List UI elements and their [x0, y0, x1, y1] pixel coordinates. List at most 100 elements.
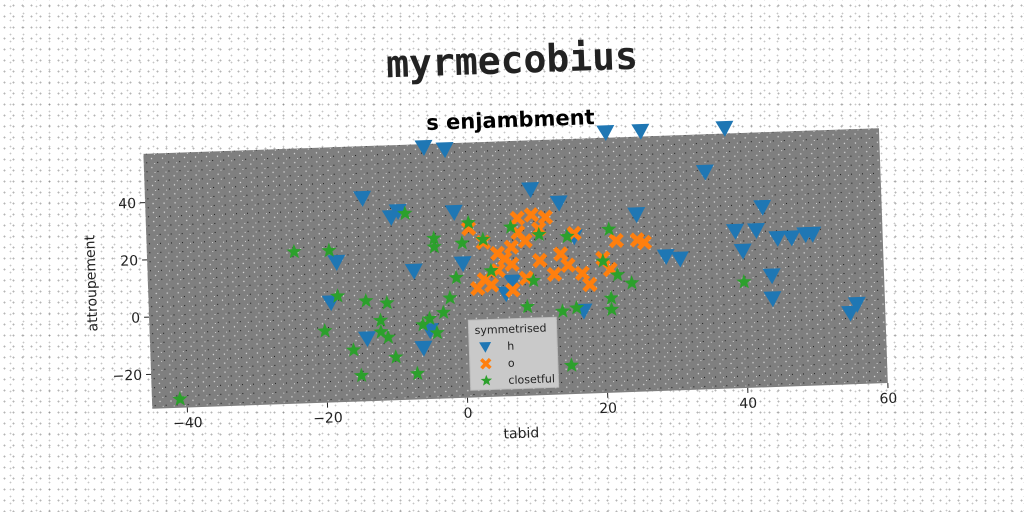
data-point-closetful — [286, 243, 302, 259]
data-point-h — [715, 120, 734, 137]
data-point-h — [746, 222, 765, 239]
data-point-h — [695, 164, 714, 181]
data-point-closetful — [483, 262, 499, 278]
data-point-closetful — [595, 253, 611, 268]
data-point-closetful — [435, 304, 452, 320]
data-point-closetful — [330, 288, 346, 303]
data-point-closetful — [442, 290, 458, 305]
y-tick-label: 20 — [120, 253, 138, 270]
data-point-h — [753, 199, 772, 216]
data-point-closetful — [380, 329, 396, 345]
y-tick-label: 0 — [131, 310, 140, 326]
data-point-h — [414, 139, 433, 156]
data-point-h — [631, 123, 650, 140]
legend: symmetrised ho closetful — [467, 316, 560, 391]
data-point-closetful — [563, 357, 580, 373]
data-point-closetful — [358, 292, 374, 308]
data-point-closetful — [409, 365, 426, 381]
data-point-closetful — [421, 310, 438, 326]
data-point-h — [521, 182, 540, 199]
data-point-o — [504, 256, 520, 273]
data-point-closetful — [603, 290, 619, 305]
data-point-h — [435, 142, 454, 159]
data-point-closetful — [379, 295, 395, 310]
data-point-h — [670, 251, 689, 268]
data-point-closetful — [454, 235, 470, 250]
data-point-h — [327, 254, 346, 271]
legend-label-h: h — [507, 340, 514, 353]
data-point-h — [803, 226, 822, 243]
x-tick-label: −40 — [173, 415, 203, 432]
data-point-closetful — [609, 266, 626, 282]
data-point-closetful — [624, 275, 640, 290]
x-axis-label: tabid — [503, 425, 539, 442]
legend-marker-h — [479, 342, 492, 353]
data-point-o — [574, 265, 591, 282]
series-closetful — [172, 205, 752, 406]
data-point-h — [782, 230, 801, 247]
x-tick-label: −20 — [313, 410, 343, 427]
chart-title: s enjambment — [426, 105, 595, 135]
data-point-h — [763, 291, 782, 308]
data-point-closetful — [372, 312, 389, 328]
data-point-closetful — [531, 226, 547, 242]
data-point-o — [582, 276, 598, 293]
data-point-h — [388, 203, 407, 220]
data-point-closetful — [426, 230, 442, 245]
data-point-closetful — [502, 219, 519, 234]
data-point-closetful — [559, 228, 575, 244]
data-point-closetful — [397, 205, 413, 221]
data-point-o — [460, 220, 477, 237]
data-point-o — [532, 252, 548, 269]
y-tick-label: −20 — [112, 368, 142, 385]
y-axis-label: attroupement — [82, 234, 101, 332]
data-point-o — [636, 234, 653, 251]
data-point-o — [517, 233, 533, 249]
legend-title: symmetrised — [474, 322, 546, 337]
legend-box — [467, 316, 560, 391]
data-point-closetful — [345, 342, 362, 357]
data-point-o — [523, 207, 540, 223]
data-point-h — [414, 340, 433, 357]
data-point-closetful — [475, 231, 491, 247]
data-point-h — [841, 305, 860, 322]
series-h — [321, 120, 866, 357]
legend-marker-closetful — [480, 374, 493, 386]
legend-marker-o — [480, 357, 492, 370]
data-point-o — [537, 209, 554, 226]
data-point-h — [353, 190, 372, 207]
data-point-closetful — [568, 299, 585, 315]
data-point-o — [503, 239, 520, 255]
data-point-o — [518, 270, 535, 286]
data-point-h — [444, 204, 463, 221]
data-point-h — [358, 331, 376, 348]
data-point-h — [503, 274, 522, 291]
data-point-o — [489, 245, 506, 262]
data-point-closetful — [353, 367, 370, 383]
data-point-closetful — [172, 391, 188, 406]
x-tick-label: 60 — [879, 391, 897, 408]
data-point-h — [847, 296, 866, 313]
data-point-h — [762, 268, 781, 285]
x-tick-label: 40 — [739, 396, 757, 413]
data-point-closetful — [429, 324, 445, 340]
data-point-h — [453, 256, 472, 273]
data-point-h — [627, 207, 646, 224]
data-point-closetful — [388, 349, 404, 364]
legend-label-o: o — [508, 357, 515, 370]
data-point-o — [608, 232, 625, 249]
x-tick-label: 0 — [463, 406, 472, 422]
data-point-h — [725, 223, 744, 240]
data-point-closetful — [736, 274, 752, 289]
data-point-closetful — [321, 242, 337, 258]
data-point-h — [768, 230, 787, 247]
data-point-o — [505, 282, 521, 298]
data-point-closetful — [601, 221, 617, 237]
data-point-closetful — [426, 238, 442, 254]
data-point-o — [546, 266, 563, 283]
data-point-h — [733, 243, 752, 260]
data-point-closetful — [525, 272, 542, 288]
data-point-closetful — [460, 214, 476, 230]
data-point-h — [404, 263, 423, 280]
